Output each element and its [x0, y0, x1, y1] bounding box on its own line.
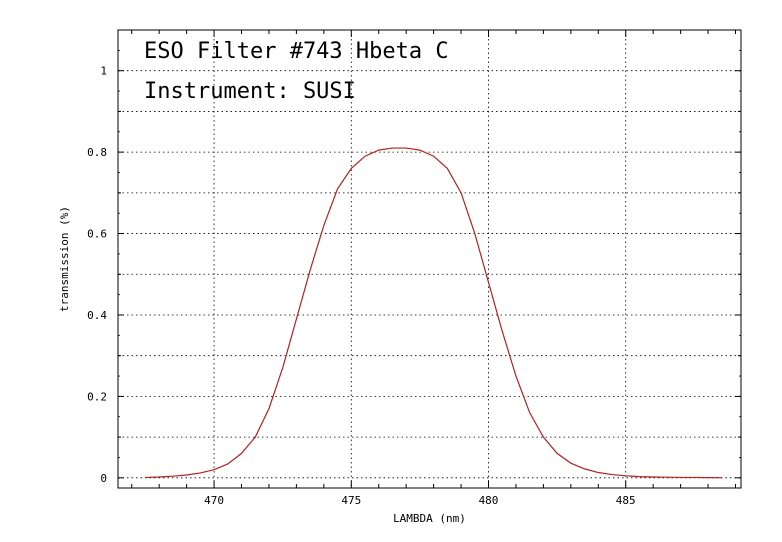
instrument-annotation: Instrument: SUSI: [144, 79, 356, 104]
filter-name-annotation: ESO Filter #743 Hbeta C: [144, 39, 449, 64]
x-tick-labels: 470 475 480 485: [204, 494, 636, 507]
x-axis-title: LAMBDA (nm): [393, 512, 466, 525]
y-tick-label: 1: [100, 65, 107, 78]
x-tick-label: 485: [616, 494, 636, 507]
y-tick-labels: 0 0.2 0.4 0.6 0.8 1: [87, 65, 107, 485]
y-tick-label: 0.6: [87, 228, 107, 241]
grid-lines: [118, 30, 741, 488]
x-tick-label: 480: [479, 494, 499, 507]
plot-frame: [117, 29, 742, 489]
transmission-curve: [145, 147, 722, 479]
y-tick-label: 0.8: [87, 146, 107, 159]
x-tick-label: 475: [341, 494, 361, 507]
y-tick-label: 0.4: [87, 309, 107, 322]
y-tick-label: 0.2: [87, 390, 107, 403]
x-tick-label: 470: [204, 494, 224, 507]
y-tick-label: 0: [100, 472, 107, 485]
y-axis-title: transmission (%): [58, 206, 71, 312]
